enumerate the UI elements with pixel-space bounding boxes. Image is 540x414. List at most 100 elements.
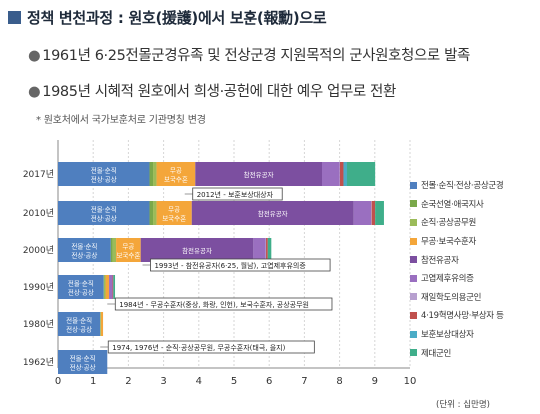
bar-segment-label: 전몰·순직 전상·공상: [91, 166, 117, 184]
bar-segment: [58, 162, 150, 186]
bar-segment: [371, 201, 376, 225]
legend-swatch: [410, 200, 417, 208]
bar-segment: [116, 238, 141, 262]
bar-segment: [109, 275, 113, 299]
x-tick-label: 9: [372, 376, 378, 387]
legend-swatch: [410, 256, 417, 264]
y-category-label: 1962년: [23, 357, 54, 368]
x-axis-unit-label: (단위 : 십만명): [436, 400, 491, 410]
bar-segment-label: 전몰·순직 전상·공상: [66, 316, 92, 334]
bar-segment: [149, 162, 154, 186]
legend-label: 4·19혁명사망·부상자 등: [421, 311, 504, 322]
bar-segment-label: 전몰·순직 전상·공상: [91, 205, 117, 223]
title-text: 정책 변천과정 : 원호(援護)에서 보훈(報勳)으로: [27, 8, 327, 27]
bar-segment: [266, 238, 268, 262]
bar-segment: [253, 238, 266, 262]
legend-label: 제대군인: [421, 348, 452, 359]
legend-swatch: [410, 349, 417, 357]
page-title: 정책 변천과정 : 원호(援護)에서 보훈(報勳)으로: [8, 6, 327, 28]
legend-swatch: [410, 274, 417, 282]
y-category-label: 1990년: [23, 282, 54, 293]
legend-item: 참전유공자: [410, 250, 538, 269]
x-tick-label: 6: [266, 376, 272, 387]
bar-segment: [191, 201, 354, 225]
legend-swatch: [410, 330, 417, 338]
bar-segment: [153, 201, 157, 225]
bar-segment: [343, 162, 347, 186]
bar-segment: [346, 162, 376, 186]
bar-segment: [58, 312, 101, 336]
bar-segment: [195, 162, 322, 186]
annotation-text: 1984년 - 무공수훈자(중상, 화랑, 인헌), 보국수훈자, 공상공무원: [119, 300, 309, 309]
legend-item: 4·19혁명사망·부상자 등: [410, 306, 538, 325]
bar-segment: [112, 238, 117, 262]
bar-segment: [100, 312, 101, 336]
bar-segment: [105, 275, 110, 299]
bullet-dot-icon: ●: [28, 48, 41, 64]
legend-label: 순국선열·애국지사: [421, 199, 484, 210]
legend-item: 보훈보상대상자: [410, 325, 538, 344]
y-category-label: 1980년: [23, 319, 54, 330]
bar-segment: [140, 238, 254, 262]
legend-label: 전몰·순직·전상·공상군경: [421, 181, 504, 192]
annotation-box: [150, 258, 331, 272]
legend-label: 보훈보상대상자: [421, 330, 474, 341]
bar-segment: [58, 275, 104, 299]
legend-swatch: [410, 218, 417, 226]
bar-segment-label: 참전유공자: [244, 170, 274, 179]
bar-segment: [156, 201, 192, 225]
legend-label: 재일학도의용군인: [421, 292, 482, 303]
legend-swatch: [410, 181, 417, 189]
bar-segment: [153, 162, 157, 186]
bar-segment-label: 전몰·순직 전상·공상: [70, 354, 96, 372]
bullet-1985-text: 1985년 시혜적 원호에서 희생·공헌에 대한 예우 업무로 전환: [42, 84, 396, 100]
bar-segment-label: 참전유공자: [258, 209, 288, 218]
bar-segment: [149, 201, 154, 225]
bullet-1961-text: 1961년 6·25전몰군경유족 및 전상군경 지원목적의 군사원호청으로 발족: [42, 48, 470, 64]
bar-segment: [58, 350, 108, 374]
bar-segment-label: 참전유공자: [182, 246, 212, 255]
x-tick-label: 4: [196, 376, 202, 387]
x-tick-label: 7: [301, 376, 307, 387]
x-tick-label: 1: [90, 376, 96, 387]
footnote: * 원호처에서 국가보훈처로 기관명칭 변경: [36, 115, 206, 126]
legend-item: 제대군인: [410, 343, 538, 362]
y-category-label: 2017년: [23, 169, 54, 180]
bullet-1985: ● 1985년 시혜적 원호에서 희생·공헌에 대한 예우 업무로 전환: [28, 80, 396, 101]
legend-label: 참전유공자: [421, 255, 459, 266]
legend-item: 무공·보국수훈자: [410, 232, 538, 251]
bar-segment: [112, 275, 114, 299]
bar-segment: [103, 275, 106, 299]
bar-segment: [267, 238, 272, 262]
x-tick-label: 8: [336, 376, 342, 387]
annotation-box: [107, 340, 315, 354]
bar-segment-label: 무공 보국수훈: [164, 167, 188, 184]
y-category-label: 2010년: [23, 208, 54, 219]
bar-segment: [353, 201, 372, 225]
legend-item: 재일학도의용군인: [410, 288, 538, 307]
bar-segment: [58, 201, 150, 225]
legend-item: 순국선열·애국지사: [410, 195, 538, 214]
legend-item: 순직·공상공무원: [410, 213, 538, 232]
bar-segment: [100, 312, 104, 336]
bar-segment-label: 무공 보국수훈: [116, 243, 140, 260]
bar-segment: [375, 201, 384, 225]
x-tick-label: 5: [231, 376, 237, 387]
annotation-box: [114, 297, 333, 311]
legend-swatch: [410, 237, 417, 245]
annotation-text: 1993년 - 참전유공자(6·25, 월남), 고엽제후유의증: [154, 261, 306, 270]
y-category-label: 2000년: [23, 245, 54, 256]
bullet-1961: ● 1961년 6·25전몰군경유족 및 전상군경 지원목적의 군사원호청으로 발…: [28, 44, 470, 65]
bar-segment: [339, 162, 344, 186]
bar-segment: [113, 275, 116, 299]
legend-label: 무공·보국수훈자: [421, 237, 477, 248]
legend-label: 순직·공상공무원: [421, 218, 477, 229]
bar-segment: [110, 238, 113, 262]
bullet-dot-icon: ●: [28, 84, 41, 100]
bar-segment: [156, 162, 196, 186]
bar-segment-label: 전몰·순직 전상·공상: [71, 242, 97, 260]
title-square-icon: [8, 10, 21, 24]
x-tick-label: 3: [160, 376, 166, 387]
